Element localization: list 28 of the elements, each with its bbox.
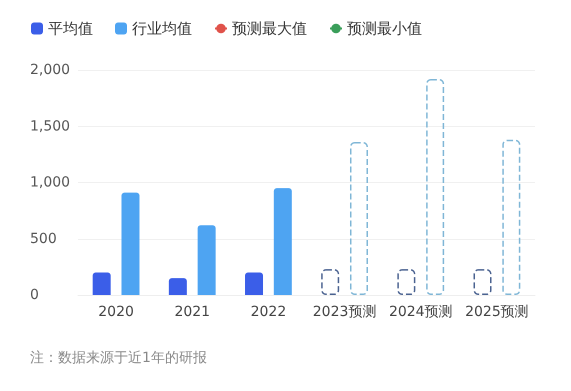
x-tick-label: 2021: [174, 304, 210, 320]
bar: [274, 188, 292, 295]
bar: [350, 142, 368, 295]
y-tick-label: 1,500: [30, 118, 70, 134]
bar: [198, 225, 216, 295]
x-tick-label: 2024预测: [388, 304, 453, 320]
bar: [397, 269, 416, 295]
x-tick-label: 2023预测: [312, 304, 376, 320]
bar: [92, 272, 111, 295]
bar: [121, 192, 140, 295]
bar: [321, 269, 340, 295]
bar: [168, 278, 187, 295]
bar: [245, 272, 264, 295]
y-tick-label: 2,000: [30, 62, 70, 78]
y-tick-label: 0: [30, 287, 39, 303]
text: 注：数据来源于近1年的研报: [30, 350, 207, 366]
y-tick-label: 1,000: [30, 174, 70, 190]
bar: [474, 269, 492, 295]
legend-label: 行业均值: [132, 20, 192, 38]
y-tick-label: 500: [30, 230, 57, 247]
legend-label: 预测最小值: [347, 20, 422, 38]
bar: [502, 140, 520, 295]
x-tick-label: 2025预测: [465, 304, 529, 320]
x-tick-label: 2020: [98, 304, 134, 320]
legend-label: 平均值: [48, 20, 93, 38]
x-tick-label: 2022: [250, 304, 286, 320]
legend-label: 预测最大值: [232, 20, 307, 38]
bar: [426, 79, 444, 295]
